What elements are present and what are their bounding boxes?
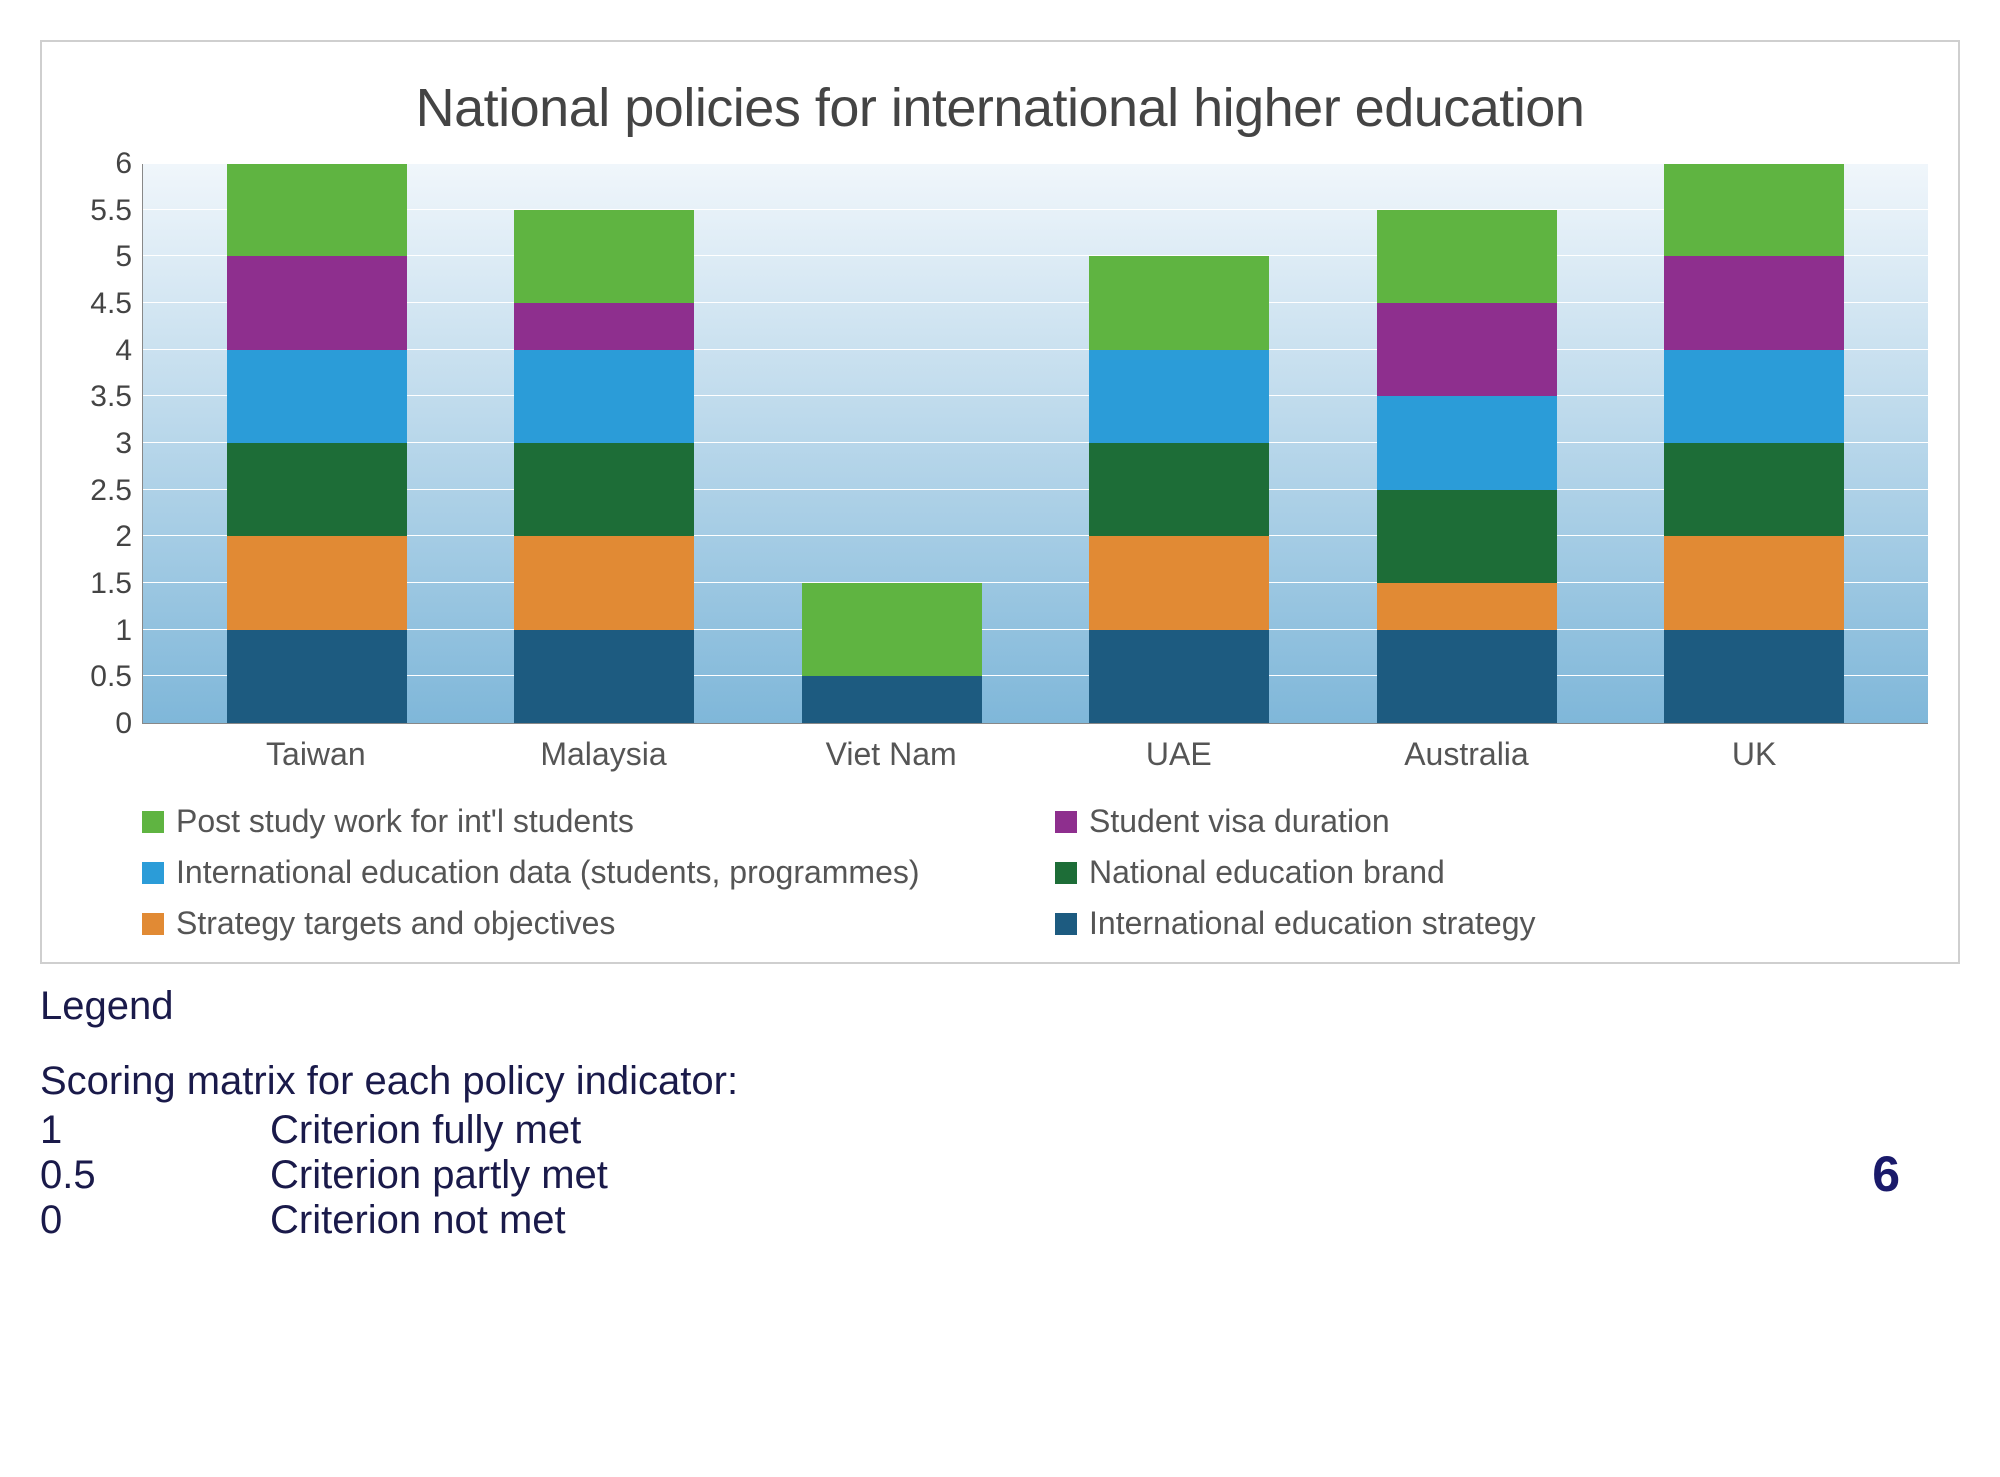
bar-segment (514, 630, 694, 723)
scoring-matrix-row: 1Criterion fully met (40, 1108, 1960, 1153)
bar-segment (1377, 630, 1557, 723)
bar-segment (1664, 256, 1844, 349)
legend-label: Student visa duration (1089, 803, 1390, 840)
scoring-matrix-score: 1 (40, 1108, 270, 1153)
chart-title: National policies for international high… (72, 77, 1928, 139)
bar-segment (227, 443, 407, 536)
bar-segment (514, 350, 694, 443)
bar-segment (1664, 630, 1844, 723)
legend-item: Student visa duration (1055, 803, 1928, 840)
legend-label: Post study work for int'l students (176, 803, 634, 840)
y-axis: 00.511.522.533.544.555.56 (72, 164, 142, 724)
legend-heading: Legend (40, 984, 1960, 1029)
bar-column (802, 583, 982, 723)
x-tick-label: UAE (1089, 736, 1269, 773)
legend-item: National education brand (1055, 854, 1928, 891)
bar-segment (1377, 583, 1557, 630)
chart-legend: Post study work for int'l students Studen… (142, 803, 1928, 942)
bar-segment (1377, 396, 1557, 489)
bar-segment (1664, 350, 1844, 443)
bar-segment (1377, 210, 1557, 303)
bar-segment (1377, 490, 1557, 583)
bar-segment (1089, 536, 1269, 629)
scoring-matrix-title: Scoring matrix for each policy indicator… (40, 1059, 1960, 1104)
bar-segment (1089, 630, 1269, 723)
bars-row (143, 164, 1928, 723)
bar-segment (1664, 536, 1844, 629)
plot-wrap: 00.511.522.533.544.555.56 (72, 164, 1928, 724)
legend-swatch (1055, 811, 1077, 833)
bar-segment (227, 630, 407, 723)
scoring-matrix-desc: Criterion fully met (270, 1108, 581, 1153)
scoring-matrix-score: 0.5 (40, 1153, 270, 1198)
legend-swatch (142, 862, 164, 884)
bar-segment (1377, 303, 1557, 396)
legend-swatch (1055, 913, 1077, 935)
bar-segment (514, 303, 694, 350)
plot-area (142, 164, 1928, 724)
bar-segment (514, 443, 694, 536)
bar-segment (227, 536, 407, 629)
bar-column (1089, 256, 1269, 723)
legend-label: International education data (students, … (176, 854, 920, 891)
legend-item: Post study work for int'l students (142, 803, 1015, 840)
x-tick-label: UK (1664, 736, 1844, 773)
x-axis: Taiwan Malaysia Viet Nam UAE Australia UK (142, 724, 1928, 773)
bar-segment (227, 350, 407, 443)
legend-item: International education strategy (1055, 905, 1928, 942)
scoring-matrix-desc: Criterion not met (270, 1198, 566, 1243)
page-number: 6 (1872, 1145, 1900, 1203)
bar-column (514, 210, 694, 723)
bar-segment (514, 536, 694, 629)
bar-segment (802, 676, 982, 723)
bar-segment (1089, 350, 1269, 443)
legend-swatch (1055, 862, 1077, 884)
legend-label: National education brand (1089, 854, 1445, 891)
bar-column (1377, 210, 1557, 723)
footer-block: Legend Scoring matrix for each policy in… (40, 984, 1960, 1243)
legend-label: International education strategy (1089, 905, 1536, 942)
legend-swatch (142, 811, 164, 833)
bar-segment (227, 256, 407, 349)
bar-segment (1089, 256, 1269, 349)
bar-segment (1664, 443, 1844, 536)
legend-item: Strategy targets and objectives (142, 905, 1015, 942)
scoring-matrix-row: 0.5Criterion partly met (40, 1153, 1960, 1198)
bar-segment (1664, 164, 1844, 256)
x-tick-label: Malaysia (513, 736, 693, 773)
legend-swatch (142, 913, 164, 935)
chart-frame: National policies for international high… (40, 40, 1960, 964)
scoring-matrix-desc: Criterion partly met (270, 1153, 608, 1198)
bar-column (1664, 164, 1844, 723)
scoring-matrix-score: 0 (40, 1198, 270, 1243)
bar-segment (227, 164, 407, 256)
bar-segment (514, 210, 694, 303)
x-tick-label: Taiwan (226, 736, 406, 773)
scoring-matrix-row: 0Criterion not met (40, 1198, 1960, 1243)
bar-column (227, 164, 407, 723)
x-tick-label: Viet Nam (801, 736, 981, 773)
page: National policies for international high… (40, 40, 1960, 1243)
legend-item: International education data (students, … (142, 854, 1015, 891)
bar-segment (1089, 443, 1269, 536)
legend-label: Strategy targets and objectives (176, 905, 615, 942)
x-tick-label: Australia (1376, 736, 1556, 773)
scoring-matrix-rows: 1Criterion fully met0.5Criterion partly … (40, 1108, 1960, 1243)
bar-segment (802, 583, 982, 676)
